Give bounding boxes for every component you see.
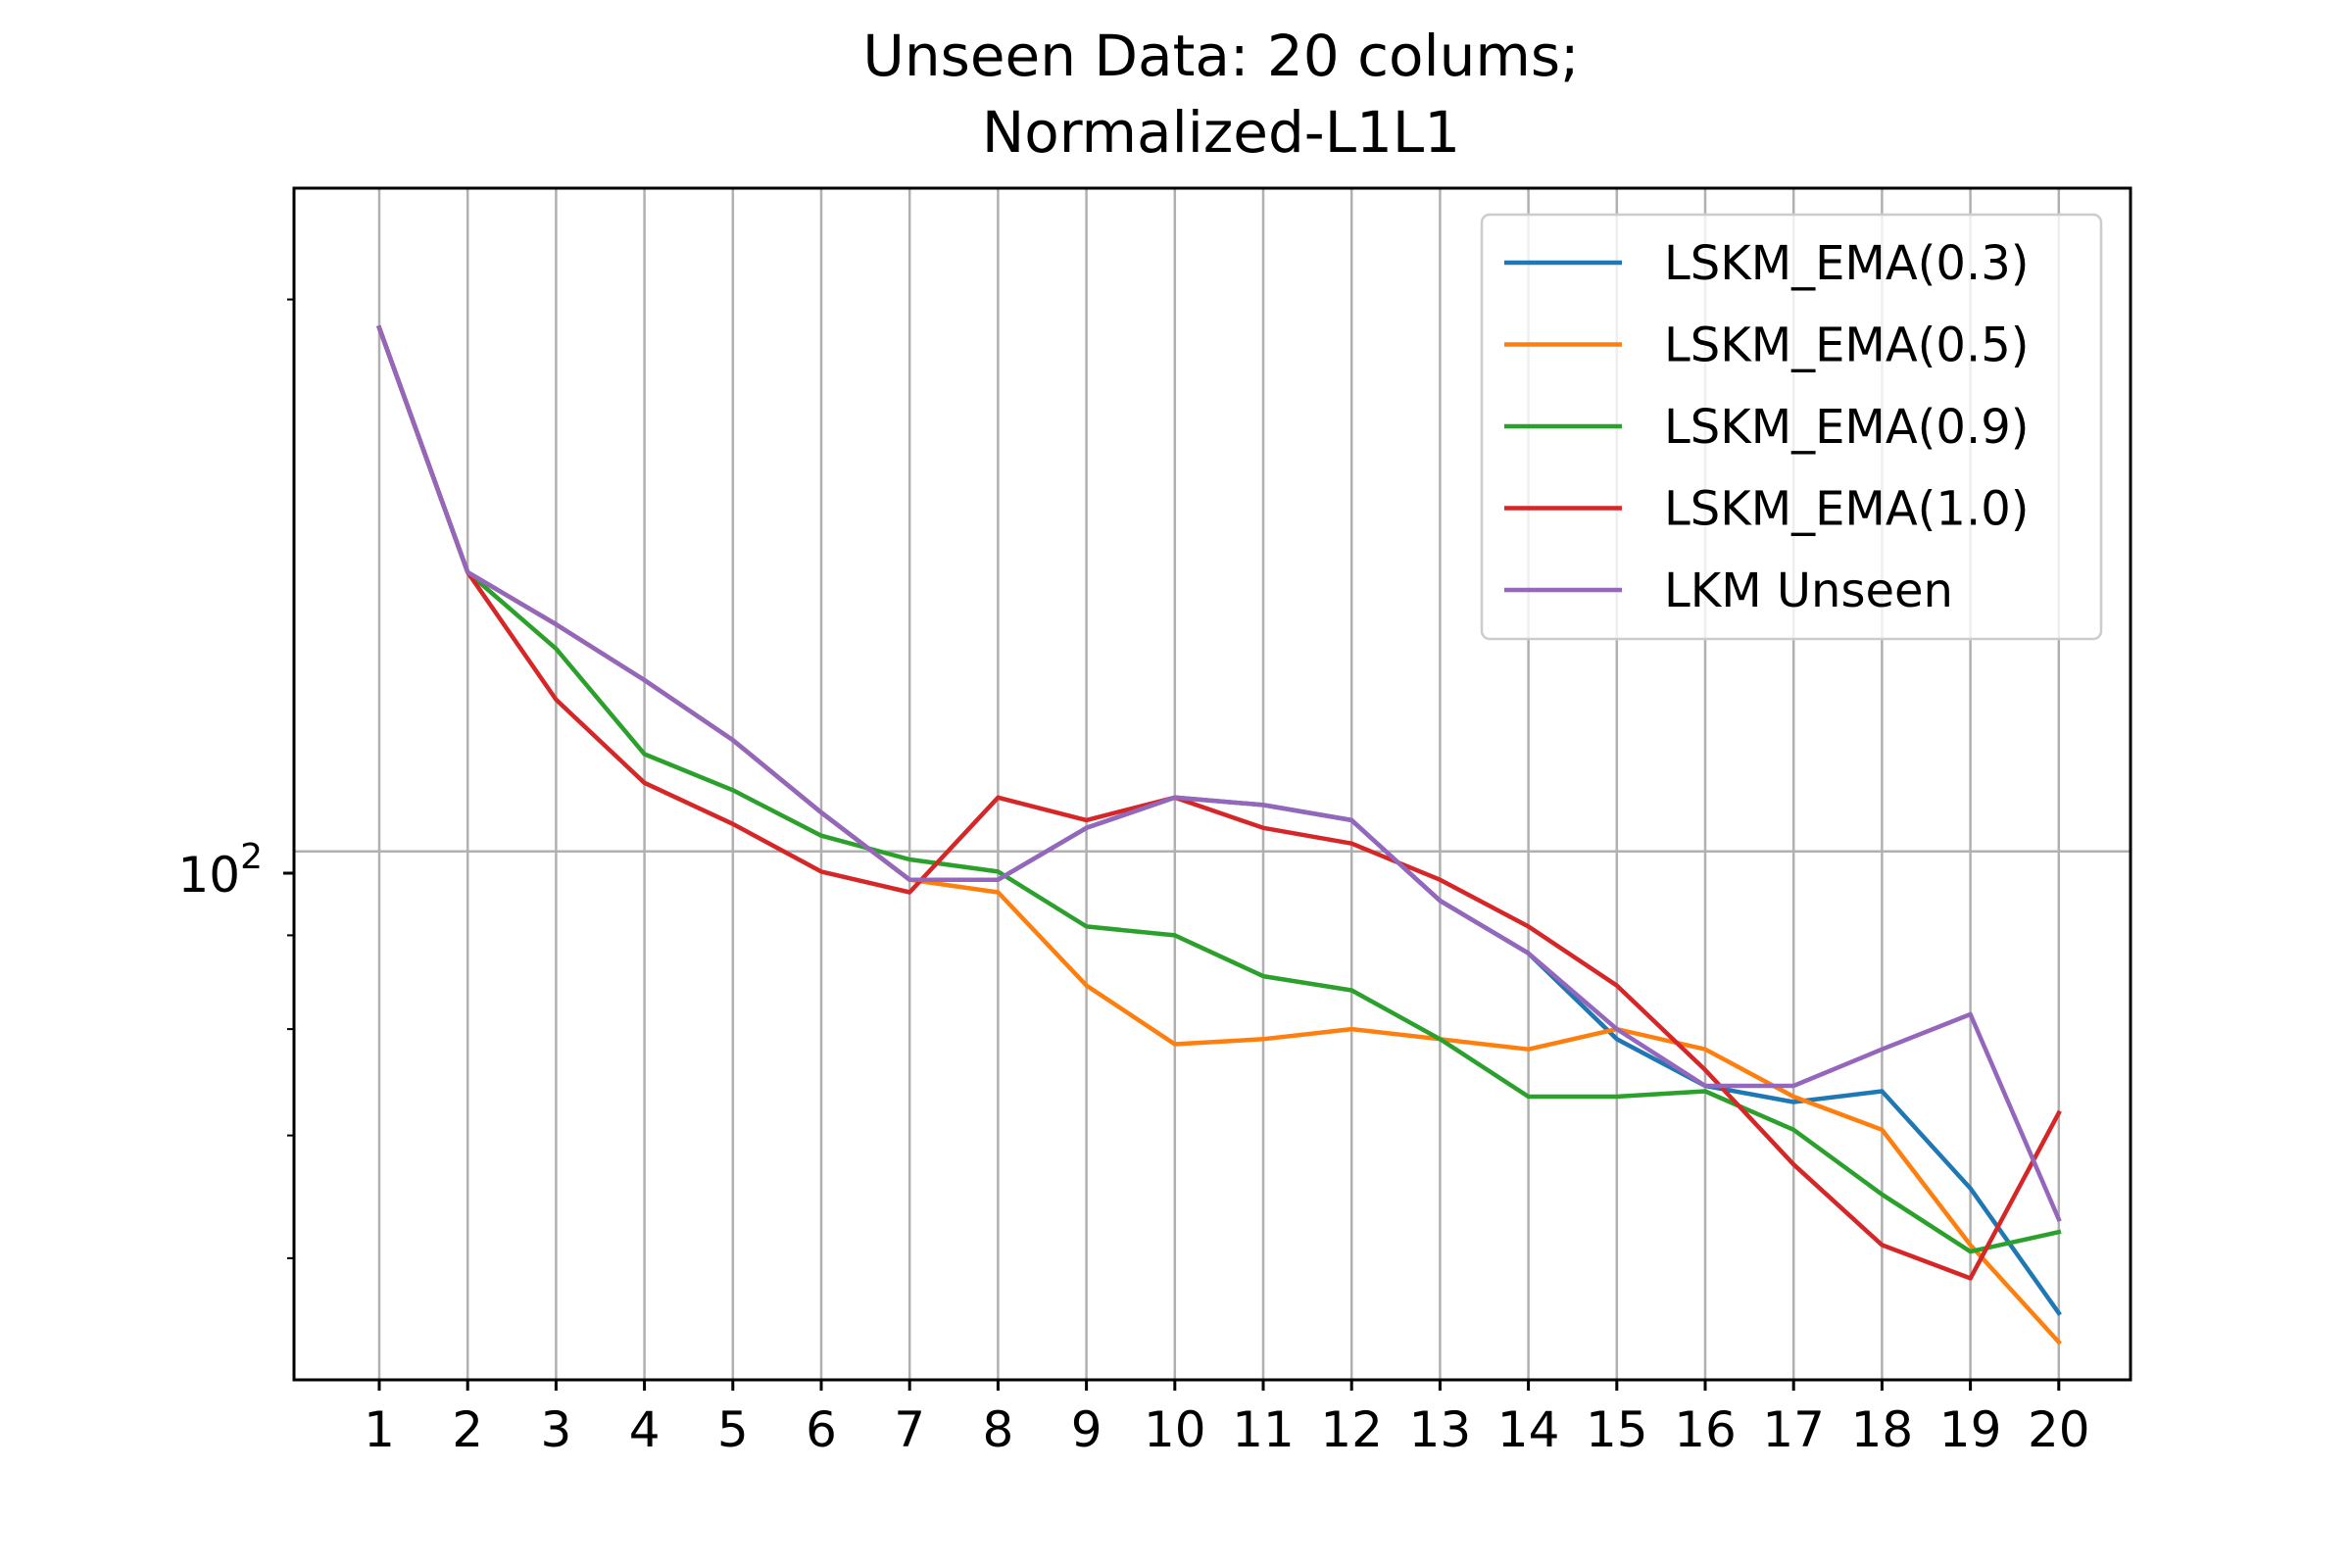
legend-label: LKM Unseen — [1664, 564, 1953, 618]
x-tick-label: 1 — [364, 1401, 395, 1458]
series-line — [376, 324, 2062, 1223]
x-tick-label: 16 — [1674, 1401, 1737, 1458]
series-line — [376, 324, 2062, 1254]
x-tick-label: 18 — [1851, 1401, 1914, 1458]
x-tick-label: 6 — [806, 1401, 837, 1458]
y-tick-label: 102 — [177, 837, 263, 904]
x-tick-label: 2 — [452, 1401, 483, 1458]
legend-label: LSKM_EMA(0.9) — [1664, 400, 2029, 455]
chart-title: Unseen Data: 20 colums; — [862, 23, 1579, 89]
legend-entry: LKM Unseen — [1504, 564, 1953, 618]
x-tick-label: 15 — [1586, 1401, 1648, 1458]
legend-entry: LSKM_EMA(0.9) — [1504, 400, 2029, 455]
legend-entry: LSKM_EMA(0.3) — [1504, 236, 2029, 291]
x-tick-label: 17 — [1762, 1401, 1825, 1458]
x-tick-label: 19 — [1939, 1401, 2002, 1458]
x-tick-label: 4 — [629, 1401, 661, 1458]
legend-label: LSKM_EMA(0.5) — [1664, 318, 2029, 373]
x-tick-label: 11 — [1232, 1401, 1295, 1458]
axes — [292, 186, 2132, 1382]
y-tick-exponent: 2 — [240, 837, 263, 877]
y-tick-major: 102 — [177, 837, 294, 904]
series-lines — [376, 324, 2062, 1346]
x-tick-label: 9 — [1071, 1401, 1102, 1458]
x-tick-label: 7 — [894, 1401, 925, 1458]
y-tick-base: 10 — [177, 847, 240, 904]
x-tick-label: 12 — [1320, 1401, 1383, 1458]
plot-frame — [292, 186, 2132, 1382]
x-tick-label: 10 — [1144, 1401, 1206, 1458]
chart-subtitle: Normalized-L1L1 — [982, 99, 1460, 166]
legend-entry: LSKM_EMA(0.5) — [1504, 318, 2029, 373]
x-tick-label: 13 — [1409, 1401, 1472, 1458]
x-tick-label: 3 — [540, 1401, 571, 1458]
grid — [294, 188, 2131, 1380]
legend-entry: LSKM_EMA(1.0) — [1504, 482, 2029, 537]
legend-label: LSKM_EMA(0.3) — [1664, 236, 2029, 291]
x-tick-label: 14 — [1497, 1401, 1560, 1458]
x-tick-label: 8 — [982, 1401, 1013, 1458]
x-tick-label: 5 — [717, 1401, 749, 1458]
legend-frame — [1480, 213, 2103, 641]
x-ticks: 1 2 3 4 5 6 7 8 9 10 11 12 13 14 15 16 17 18 19 20 — [364, 1380, 2090, 1458]
legend: LSKM_EMA(0.3) LSKM_EMA(0.5) LSKM_EMA(0.9) L… — [1480, 213, 2103, 641]
series-line — [376, 324, 2062, 1281]
x-tick-label: 20 — [2028, 1401, 2090, 1458]
legend-label: LSKM_EMA(1.0) — [1664, 482, 2029, 537]
